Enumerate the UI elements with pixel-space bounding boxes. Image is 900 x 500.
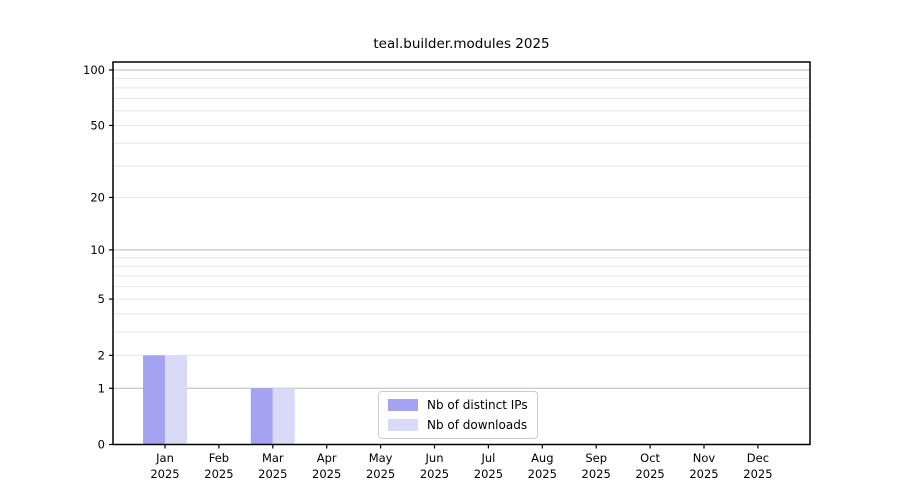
svg-text:May: May: [369, 451, 393, 465]
svg-text:2025: 2025: [312, 467, 341, 481]
svg-text:Jan: Jan: [155, 451, 174, 465]
svg-text:2025: 2025: [528, 467, 557, 481]
svg-text:2025: 2025: [582, 467, 611, 481]
svg-text:Apr: Apr: [317, 451, 337, 465]
legend-label-downloads: Nb of downloads: [427, 418, 528, 432]
svg-text:2025: 2025: [258, 467, 287, 481]
svg-text:Jul: Jul: [480, 451, 495, 465]
svg-text:Feb: Feb: [209, 451, 229, 465]
svg-text:2025: 2025: [150, 467, 179, 481]
svg-text:5: 5: [98, 292, 105, 306]
svg-text:50: 50: [90, 118, 105, 132]
svg-text:Dec: Dec: [747, 451, 769, 465]
legend: Nb of distinct IPs Nb of downloads: [378, 391, 538, 439]
svg-text:100: 100: [83, 63, 105, 77]
svg-text:Nov: Nov: [693, 451, 716, 465]
svg-text:Sep: Sep: [585, 451, 607, 465]
svg-text:20: 20: [90, 190, 105, 204]
svg-text:2025: 2025: [635, 467, 664, 481]
svg-text:2025: 2025: [204, 467, 233, 481]
legend-label-distinct-ips: Nb of distinct IPs: [427, 398, 528, 412]
svg-text:0: 0: [98, 438, 105, 452]
legend-item-downloads: Nb of downloads: [388, 417, 528, 433]
svg-text:Aug: Aug: [531, 451, 553, 465]
svg-text:10: 10: [90, 243, 105, 257]
svg-text:Oct: Oct: [640, 451, 660, 465]
svg-text:2: 2: [98, 348, 105, 362]
svg-text:1: 1: [98, 381, 105, 395]
svg-text:2025: 2025: [743, 467, 772, 481]
svg-text:2025: 2025: [420, 467, 449, 481]
svg-text:Mar: Mar: [262, 451, 284, 465]
svg-text:2025: 2025: [689, 467, 718, 481]
svg-text:2025: 2025: [474, 467, 503, 481]
chart-title: teal.builder.modules 2025: [373, 36, 550, 52]
legend-item-distinct-ips: Nb of distinct IPs: [388, 397, 528, 413]
legend-swatch-distinct-ips: [388, 399, 418, 411]
svg-text:2025: 2025: [366, 467, 395, 481]
legend-swatch-downloads: [388, 419, 418, 431]
svg-text:Jun: Jun: [425, 451, 444, 465]
